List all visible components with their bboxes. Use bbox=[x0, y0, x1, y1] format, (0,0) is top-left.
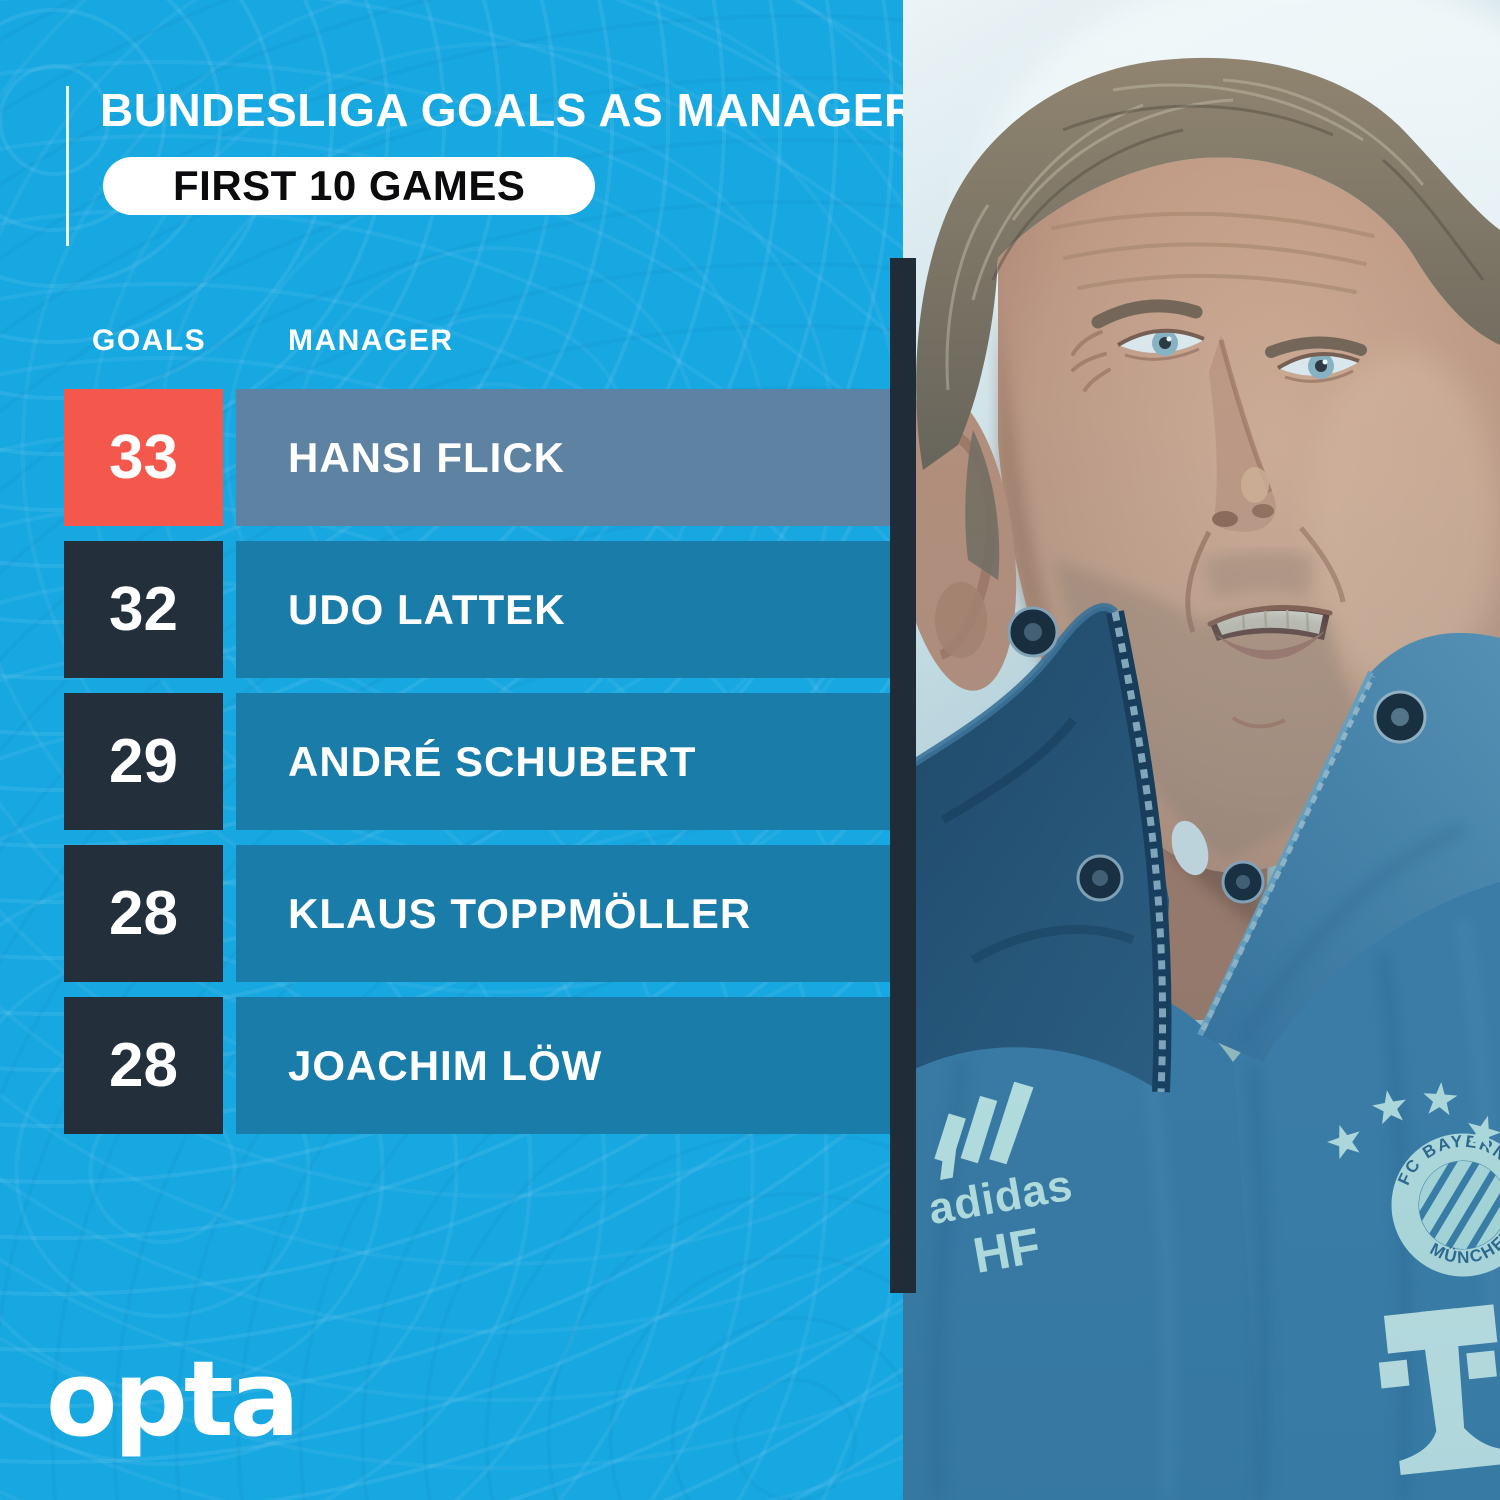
manager-name: HANSI FLICK bbox=[288, 433, 565, 481]
goals-value: 28 bbox=[64, 997, 223, 1134]
subtitle-badge: FIRST 10 GAMES bbox=[103, 157, 596, 215]
column-header-manager: MANAGER bbox=[288, 324, 454, 357]
goals-value: 33 bbox=[64, 389, 223, 526]
manager-name: UDO LATTEK bbox=[288, 585, 566, 633]
manager-name: KLAUS TOPPMÖLLER bbox=[288, 889, 752, 937]
subtitle-badge-label: FIRST 10 GAMES bbox=[173, 162, 526, 209]
manager-name-bar: ANDRÉ SCHUBERT bbox=[236, 693, 890, 830]
manager-name-bar: HANSI FLICK bbox=[236, 389, 890, 526]
table-row: 32 UDO LATTEK bbox=[64, 541, 890, 678]
title-accent-line bbox=[66, 86, 69, 246]
table-row: 29 ANDRÉ SCHUBERT bbox=[64, 693, 890, 830]
goals-value: 28 bbox=[64, 845, 223, 982]
goals-value: 29 bbox=[64, 693, 223, 830]
manager-name-bar: UDO LATTEK bbox=[236, 541, 890, 678]
manager-name: JOACHIM LÖW bbox=[288, 1041, 603, 1089]
manager-photo: adidas HF FC BAYERN bbox=[903, 0, 1500, 1500]
vertical-divider-bar bbox=[890, 258, 916, 1293]
manager-name-bar: JOACHIM LÖW bbox=[236, 997, 890, 1134]
page-title: BUNDESLIGA GOALS AS MANAGER bbox=[100, 84, 918, 136]
manager-name-bar: KLAUS TOPPMÖLLER bbox=[236, 845, 890, 982]
left-panel: BUNDESLIGA GOALS AS MANAGER FIRST 10 GAM… bbox=[0, 0, 917, 1500]
column-header-goals: GOALS bbox=[92, 324, 207, 357]
table-row: 28 KLAUS TOPPMÖLLER bbox=[64, 845, 890, 982]
goals-value: 32 bbox=[64, 541, 223, 678]
opta-logo: opta bbox=[46, 1338, 300, 1460]
table-body: 33 HANSI FLICK 32 UDO LATTEK 29 ANDRÉ SC… bbox=[64, 389, 890, 1149]
table-row: 28 JOACHIM LÖW bbox=[64, 997, 890, 1134]
manager-name: ANDRÉ SCHUBERT bbox=[288, 737, 697, 785]
photo-tint-overlay bbox=[903, 0, 1500, 1500]
table-row: 33 HANSI FLICK bbox=[64, 389, 890, 526]
